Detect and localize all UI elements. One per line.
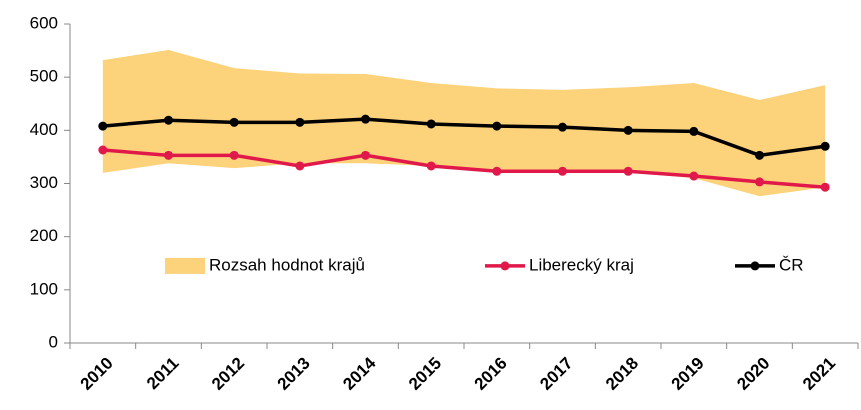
x-tick-label: 2020 bbox=[733, 354, 773, 394]
y-tick-label: 600 bbox=[30, 13, 58, 32]
series-point bbox=[558, 166, 567, 176]
series-point bbox=[361, 114, 370, 124]
y-tick-label: 300 bbox=[30, 173, 58, 192]
y-tick-label: 200 bbox=[30, 226, 58, 245]
series-line bbox=[102, 117, 826, 158]
range-area bbox=[102, 50, 826, 197]
series-point bbox=[755, 150, 764, 160]
legend-label: Rozsah hodnot krajů bbox=[209, 255, 365, 274]
series-point bbox=[229, 117, 239, 127]
y-tick-label: 400 bbox=[30, 120, 58, 139]
series-point bbox=[164, 150, 173, 160]
x-tick-label: 2019 bbox=[668, 354, 708, 394]
x-tick-label: 2015 bbox=[405, 354, 445, 394]
series-point bbox=[98, 145, 108, 155]
x-tick-label: 2014 bbox=[339, 353, 380, 394]
y-tick-label: 0 bbox=[49, 332, 58, 351]
x-tick-label: 2017 bbox=[536, 354, 576, 394]
legend-swatch bbox=[500, 261, 510, 271]
series-point bbox=[492, 166, 502, 176]
x-tick-label: 2016 bbox=[471, 354, 511, 394]
legend-label: ČR bbox=[779, 255, 804, 274]
x-tick-label: 2018 bbox=[602, 354, 642, 394]
x-tick-label: 2011 bbox=[143, 354, 183, 394]
series-point bbox=[623, 166, 633, 176]
x-tick-label: 2021 bbox=[799, 354, 839, 394]
y-tick-label: 100 bbox=[30, 279, 58, 298]
series-line bbox=[102, 148, 826, 189]
x-tick-label: 2012 bbox=[208, 354, 248, 394]
series-point bbox=[361, 150, 370, 160]
series-point bbox=[164, 115, 173, 125]
series-point bbox=[558, 122, 567, 132]
legend-swatch bbox=[750, 261, 760, 271]
series-point bbox=[689, 126, 699, 136]
series-point bbox=[623, 125, 633, 135]
x-tick-label: 2013 bbox=[274, 354, 314, 394]
series-point bbox=[426, 119, 436, 129]
legend-label: Liberecký kraj bbox=[529, 255, 634, 274]
series-point bbox=[820, 182, 830, 192]
y-tick-label: 500 bbox=[30, 67, 58, 86]
series-point bbox=[295, 117, 305, 127]
series-point bbox=[98, 121, 108, 131]
series-point bbox=[755, 177, 764, 187]
series-point bbox=[689, 171, 699, 181]
x-tick-label: 2010 bbox=[77, 354, 117, 394]
series-point bbox=[229, 150, 239, 160]
series-point bbox=[295, 161, 305, 171]
legend-swatch bbox=[165, 257, 205, 274]
series-point bbox=[820, 141, 830, 151]
series-point bbox=[426, 161, 436, 171]
series-point bbox=[492, 121, 502, 131]
